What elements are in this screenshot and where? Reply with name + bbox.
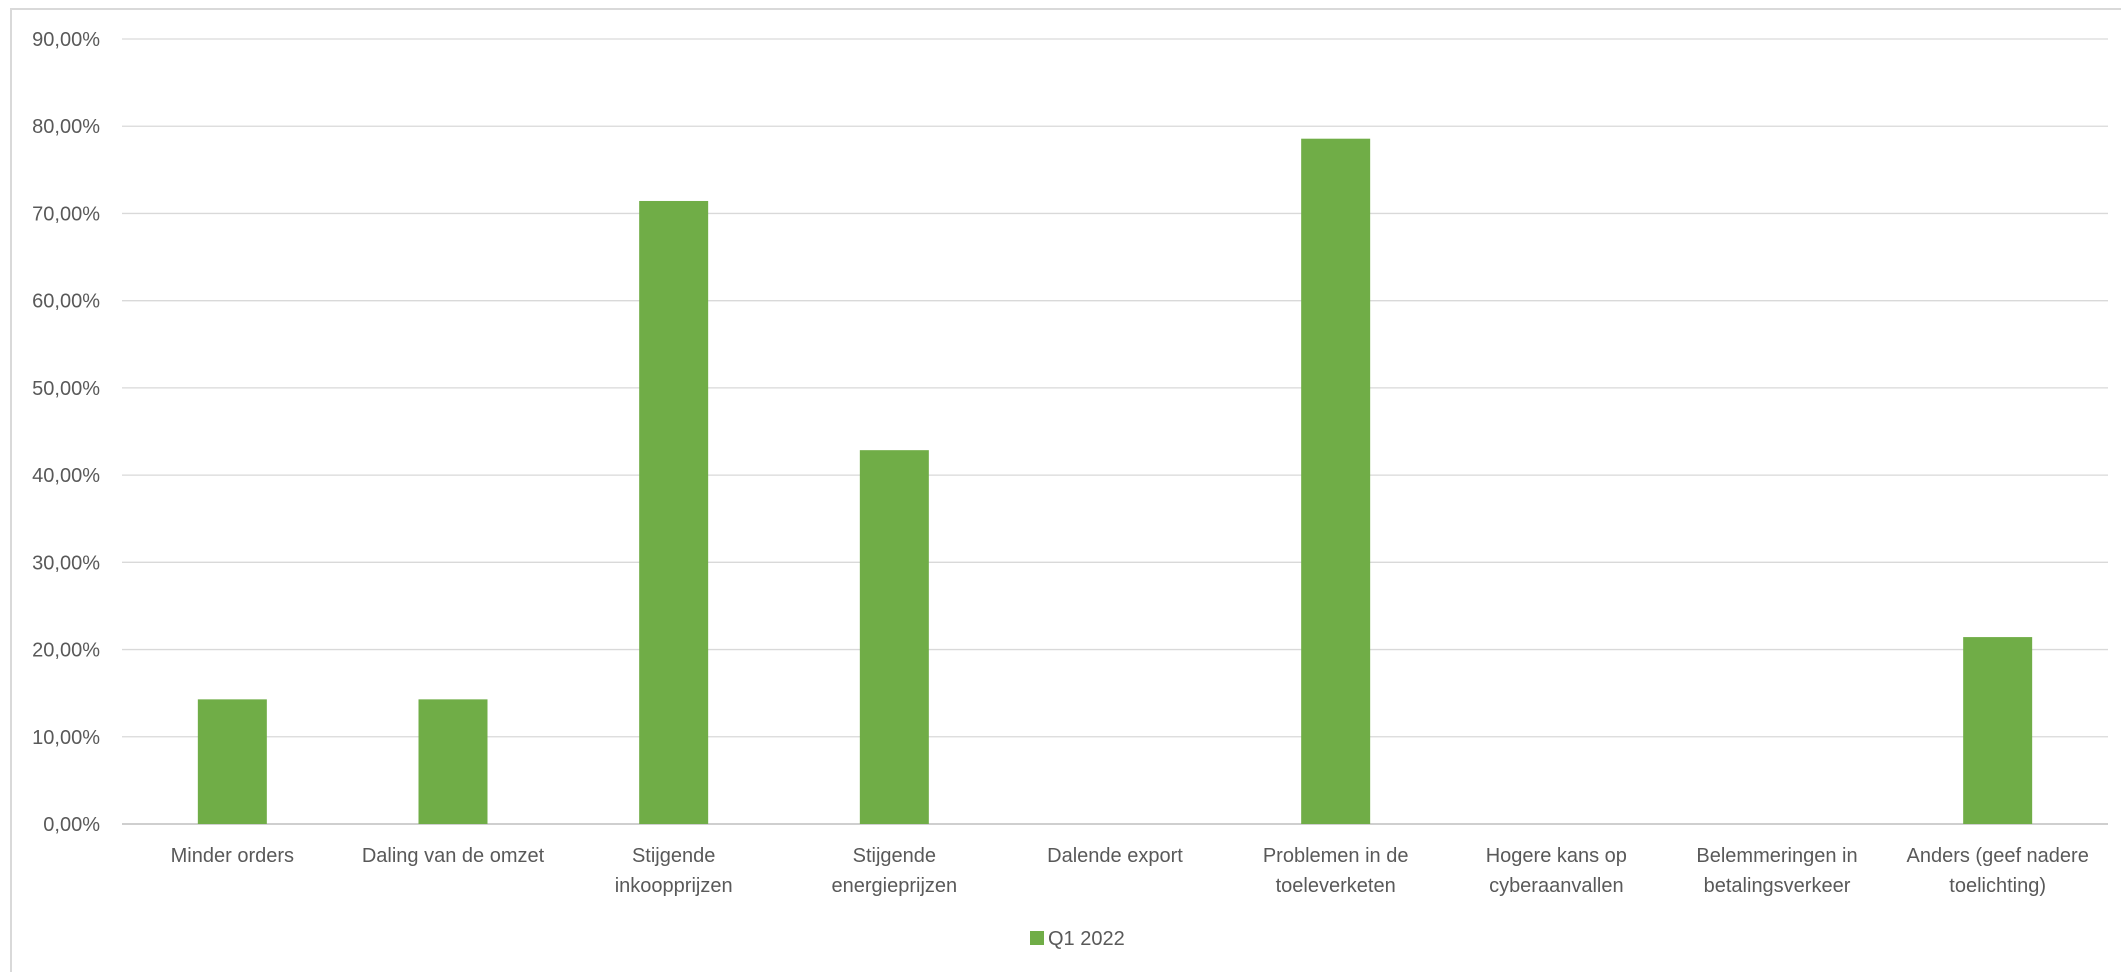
y-tick-label: 70,00%	[32, 203, 100, 225]
y-tick-label: 50,00%	[32, 378, 100, 400]
x-tick-label: Dalende export	[1047, 845, 1183, 867]
bar	[639, 200, 709, 824]
x-tick-label: Stijgende inkoopprijzen	[615, 845, 733, 897]
x-tick-label: Problemen in de toeleverketen	[1263, 845, 1409, 897]
y-tick-label: 20,00%	[32, 640, 100, 662]
x-tick-label: Anders (geef nadere toelichting)	[1906, 845, 2088, 897]
legend-label-q1-2022: Q1 2022	[1048, 928, 1125, 950]
y-tick-label: 90,00%	[32, 29, 100, 51]
x-axis-tick-labels: Minder orders Daling van de omzet Stijgend…	[171, 845, 2089, 897]
bar	[1963, 637, 2033, 824]
x-tick-label: Belemmeringen in betalingsverkeer	[1696, 845, 1857, 897]
y-tick-label: 10,00%	[32, 727, 100, 749]
legend: Q1 2022	[1030, 928, 1125, 950]
x-tick-label: Stijgende energieprijzen	[832, 845, 958, 897]
x-tick-label: Minder orders	[171, 845, 294, 867]
chart-frame	[10, 8, 2121, 972]
y-tick-label: 60,00%	[32, 291, 100, 313]
bar	[859, 450, 929, 824]
bar	[418, 699, 488, 824]
bar	[197, 699, 267, 824]
y-tick-label: 0,00%	[43, 814, 100, 836]
bars	[197, 138, 2033, 824]
legend-swatch-q1-2022	[1030, 931, 1044, 945]
y-axis-tick-labels: 0,00% 10,00% 20,00% 30,00% 40,00% 50,00% 60,00…	[32, 29, 100, 836]
x-tick-label: Hogere kans op cyberaanvallen	[1486, 845, 1627, 897]
y-tick-label: 40,00%	[32, 465, 100, 487]
gridlines	[122, 38, 2108, 825]
y-tick-label: 30,00%	[32, 552, 100, 574]
x-tick-label: Daling van de omzet	[362, 845, 545, 867]
bar	[1301, 138, 1371, 824]
y-tick-label: 80,00%	[32, 116, 100, 138]
